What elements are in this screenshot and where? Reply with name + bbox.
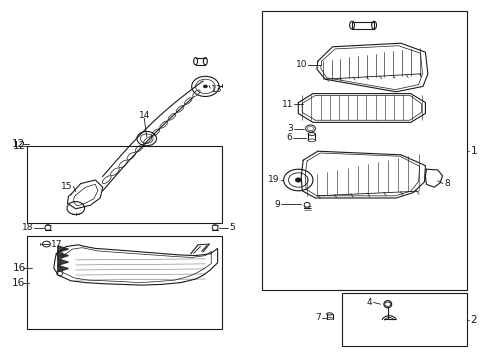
Text: 17: 17 xyxy=(51,240,63,248)
Text: 9: 9 xyxy=(273,200,279,209)
Text: 12: 12 xyxy=(12,139,25,149)
Text: 6: 6 xyxy=(286,133,292,142)
Circle shape xyxy=(203,85,207,88)
Text: 16: 16 xyxy=(13,263,26,273)
Text: 1: 1 xyxy=(469,146,476,156)
Text: 11: 11 xyxy=(281,100,293,109)
Circle shape xyxy=(295,178,301,182)
Polygon shape xyxy=(58,265,68,272)
Text: 16: 16 xyxy=(12,278,25,288)
Text: 18: 18 xyxy=(21,223,33,232)
Text: 14: 14 xyxy=(138,111,150,120)
Text: 15: 15 xyxy=(61,182,72,191)
Text: 10: 10 xyxy=(295,60,306,69)
Text: 3: 3 xyxy=(287,124,293,133)
Text: 19: 19 xyxy=(267,175,279,184)
Text: 7: 7 xyxy=(315,313,321,322)
Polygon shape xyxy=(58,259,68,265)
Bar xyxy=(261,11,466,290)
Bar xyxy=(342,293,466,346)
Polygon shape xyxy=(58,246,68,252)
Text: 8: 8 xyxy=(443,179,449,188)
Bar xyxy=(27,146,222,223)
Polygon shape xyxy=(58,252,68,259)
Text: 4: 4 xyxy=(366,298,372,307)
Text: 5: 5 xyxy=(228,223,234,232)
Text: 12: 12 xyxy=(13,141,26,151)
Text: 13: 13 xyxy=(211,85,223,94)
Text: 2: 2 xyxy=(469,315,476,325)
Bar xyxy=(27,236,222,329)
